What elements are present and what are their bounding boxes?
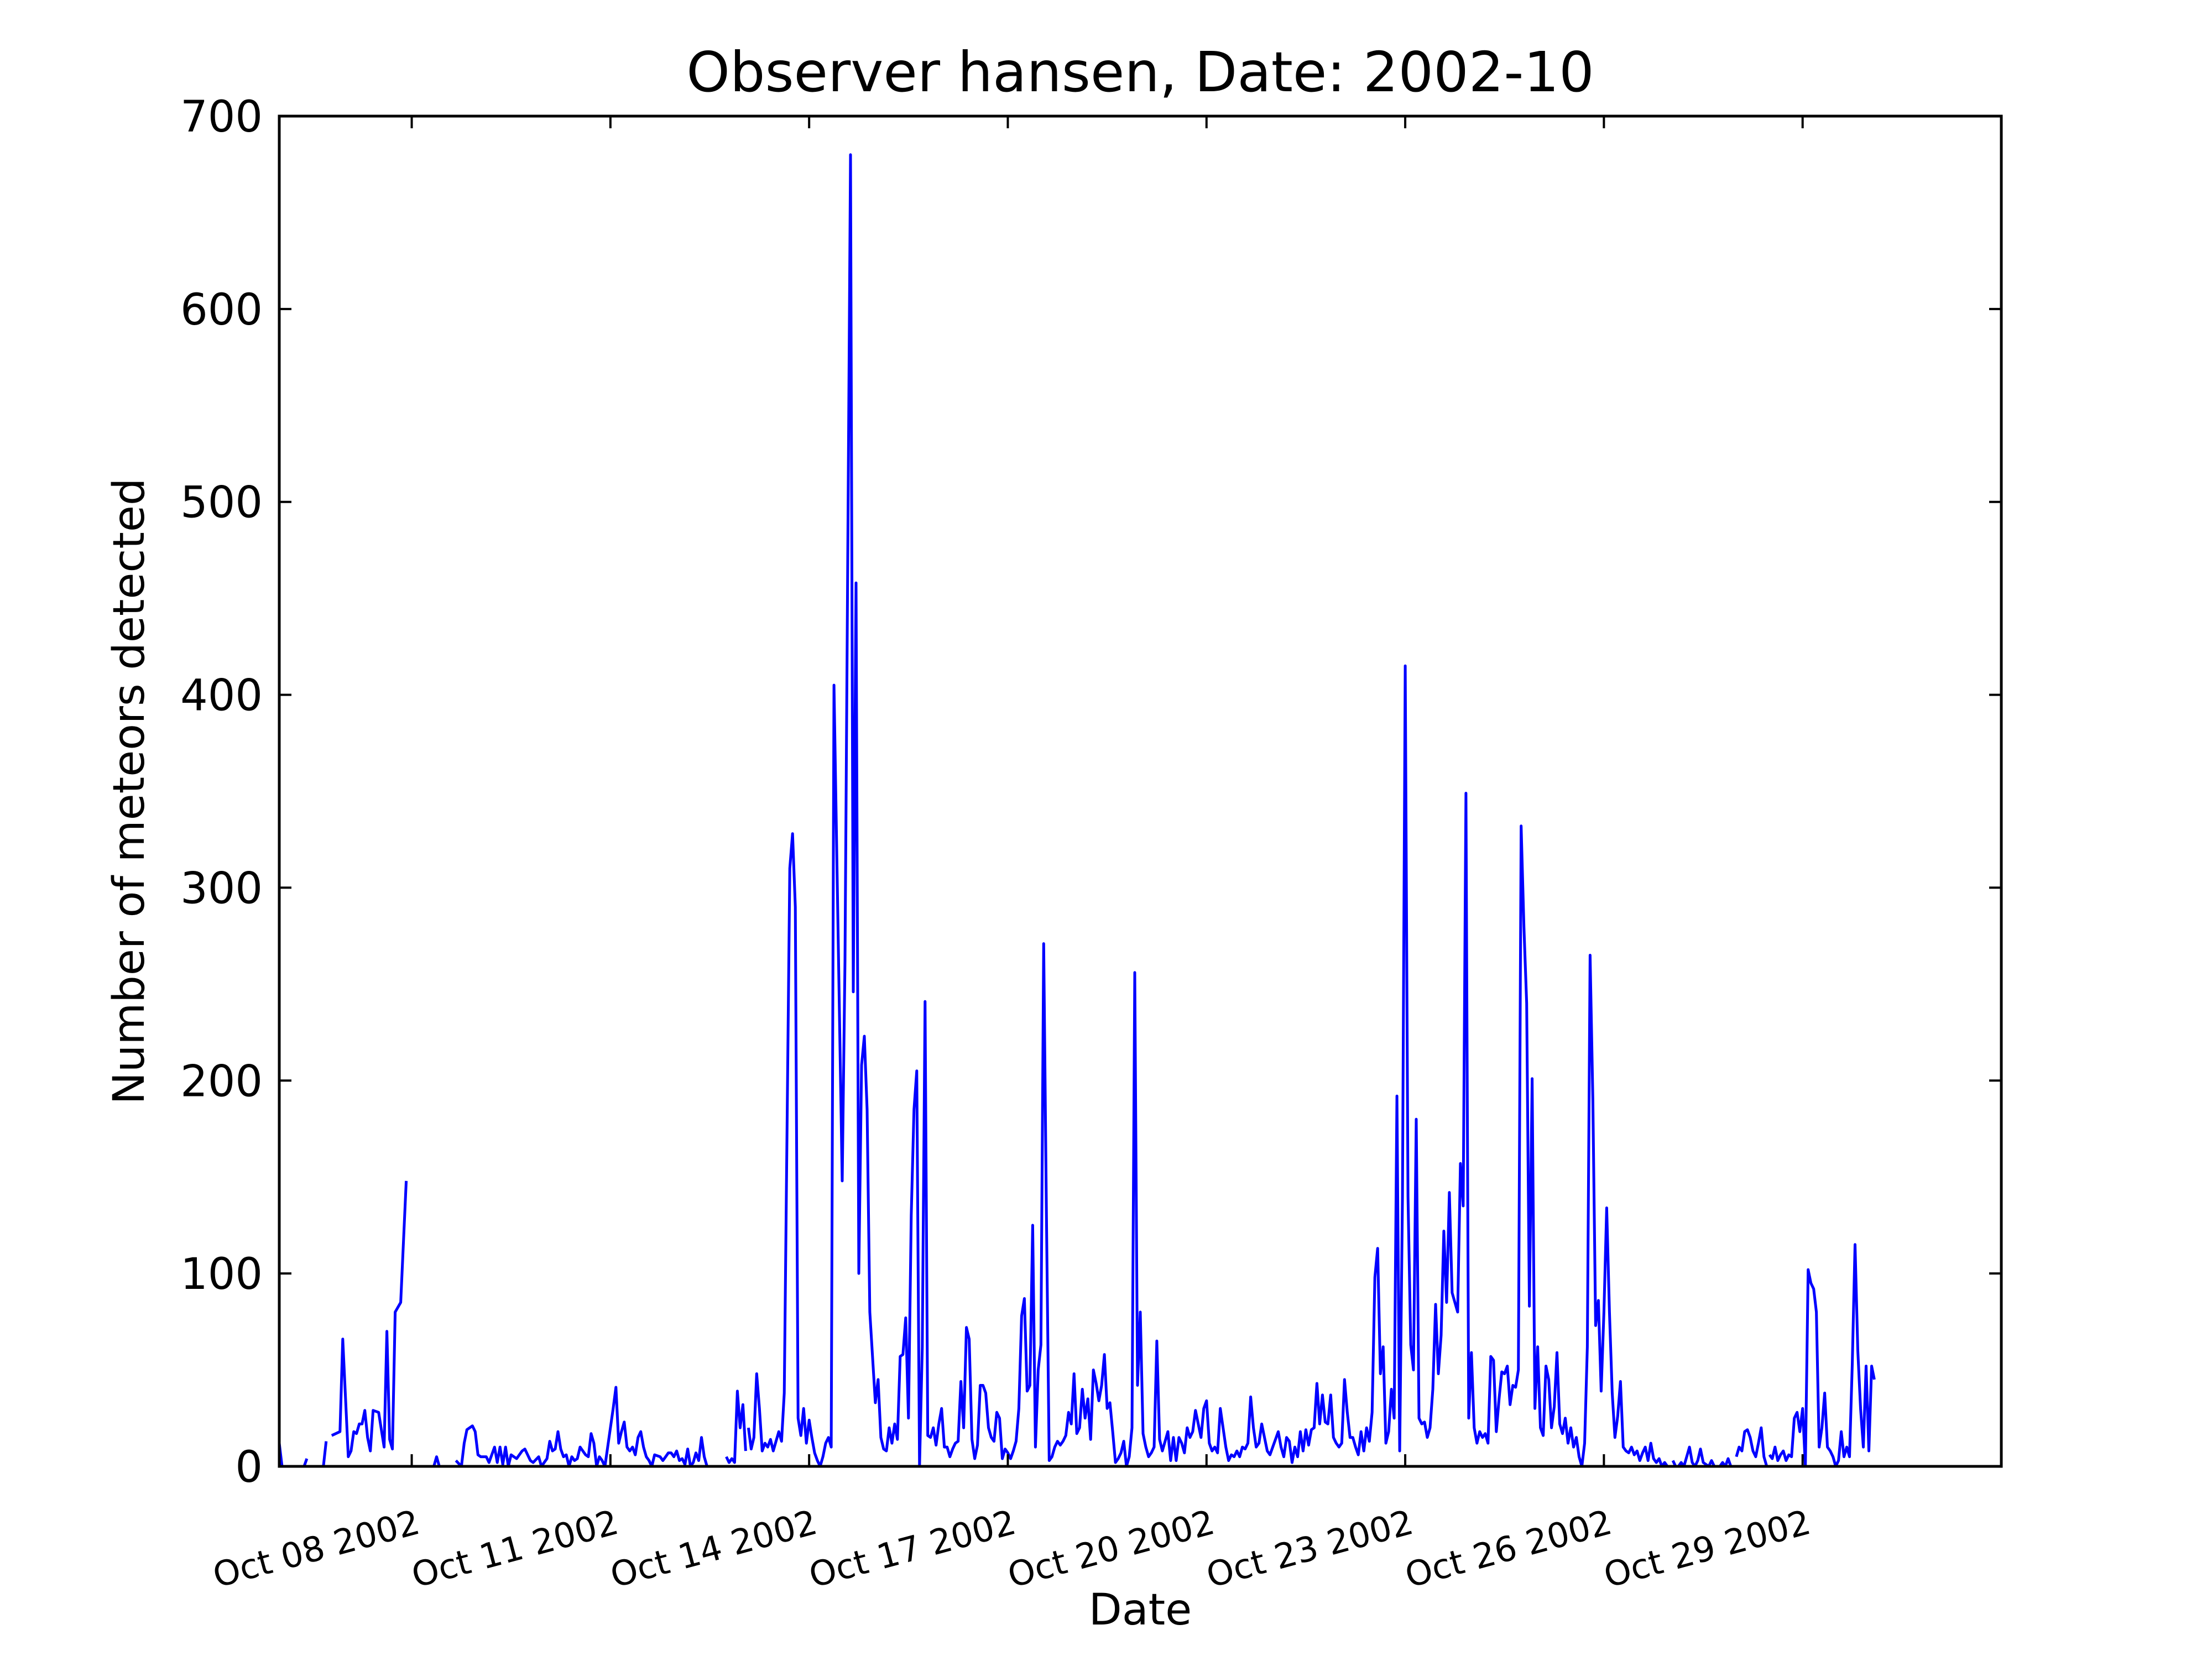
y-tick-label: 100 — [180, 1250, 263, 1299]
y-tick-label: 500 — [180, 478, 263, 528]
series-line-segment — [331, 1181, 408, 1459]
y-tick-label: 0 — [235, 1443, 263, 1492]
y-tick-label: 400 — [180, 671, 263, 721]
chart-title: Observer hansen, Date: 2002-10 — [686, 40, 1594, 105]
series-line-segment — [725, 1390, 747, 1464]
x-axis-label: Date — [1089, 1585, 1192, 1635]
series-line-segment — [1768, 1243, 1876, 1468]
series-line-segment — [747, 153, 1669, 1468]
series-line-segment — [1735, 1426, 1768, 1467]
y-tick-label: 200 — [180, 1057, 263, 1106]
series-line-segment — [322, 1441, 328, 1467]
y-tick-label: 300 — [180, 864, 263, 913]
series-line-segment — [432, 1455, 441, 1467]
series-line-segment — [455, 1386, 708, 1468]
y-axis-label: Number of meteors detected — [105, 478, 154, 1105]
plot-area-frame — [278, 114, 2003, 1468]
series-layer — [278, 153, 1876, 1468]
y-tick-label: 600 — [180, 285, 263, 335]
y-tick-label: 700 — [180, 92, 263, 142]
